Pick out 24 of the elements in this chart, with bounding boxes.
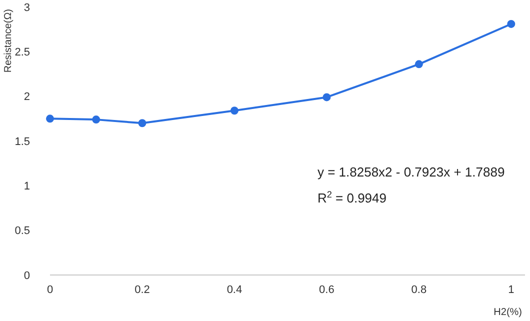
x-tick-label: 0.6 — [319, 284, 334, 296]
y-tick-label: 0.5 — [14, 225, 30, 238]
y-tick-label: 0 — [24, 270, 30, 282]
x-tick-label: 1 — [508, 284, 514, 296]
point — [138, 119, 146, 128]
point — [46, 114, 54, 123]
y-tick-label: 1.5 — [14, 136, 30, 148]
x-tick-label: 0.8 — [411, 284, 427, 296]
point — [414, 60, 423, 68]
y-axis-title: Resistance(Ω) — [3, 9, 14, 73]
annotation: y = 1.8258x2 - 0.7923x + 1.7889 — [317, 164, 505, 180]
y-tick-label: 2.5 — [14, 46, 30, 59]
x-tick-label: 0.4 — [226, 284, 242, 296]
y-tick-label: 1 — [24, 180, 30, 193]
x-axis-title: H2(%) — [494, 307, 522, 318]
point — [230, 106, 238, 115]
y-tick-label: 2 — [24, 91, 30, 104]
x-tick-label: 0 — [46, 284, 54, 296]
point — [322, 93, 331, 102]
y-tick-label: 3 — [24, 2, 30, 14]
annotation: R$^{2}$ = 0.9949 — [317, 190, 387, 206]
point — [92, 116, 100, 124]
point — [507, 20, 516, 28]
x-tick-label: 0.2 — [134, 284, 150, 296]
